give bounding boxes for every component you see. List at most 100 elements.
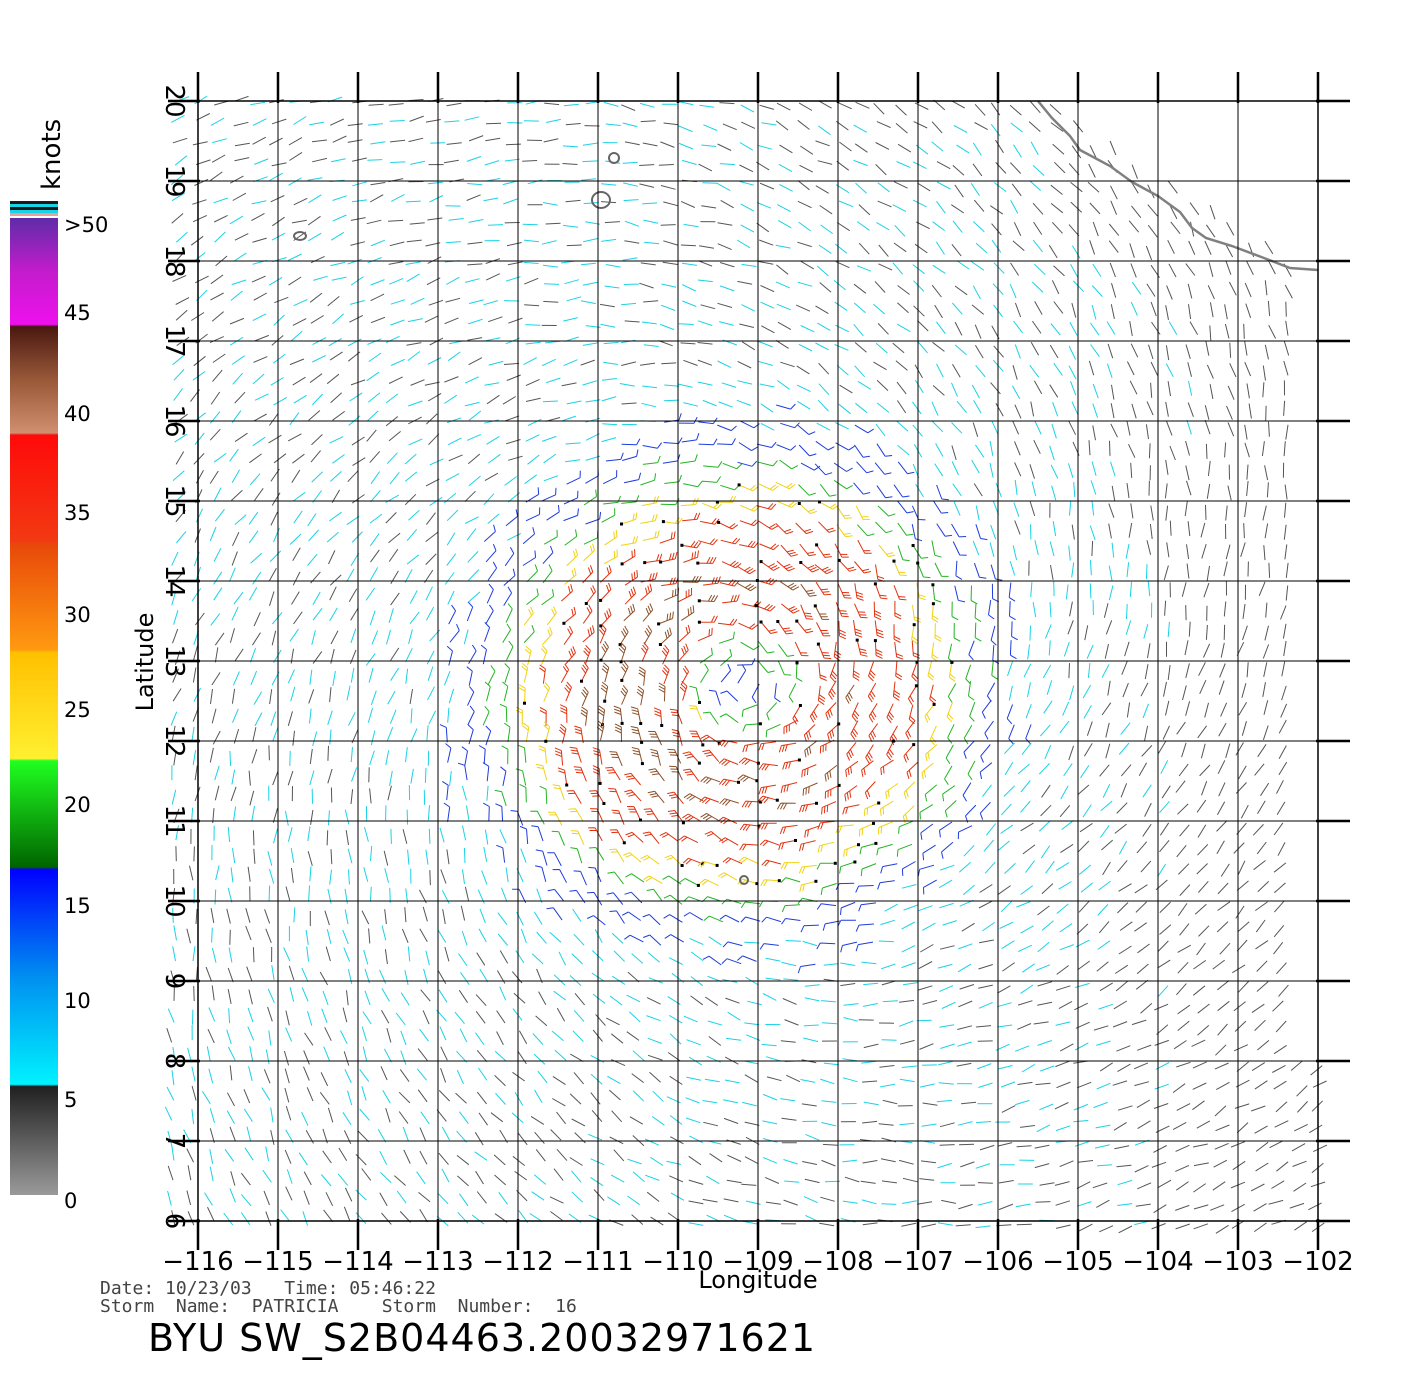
wind-barb [893, 242, 907, 253]
wind-barb [662, 454, 681, 464]
wind-barb [1035, 1082, 1051, 1086]
wind-barb [1128, 522, 1133, 538]
wind-barb [624, 772, 641, 786]
x-tick-label: −116 [162, 1247, 233, 1277]
wind-barb [573, 1010, 585, 1022]
wind-barb [252, 373, 265, 385]
wind-barb [1114, 823, 1127, 834]
wind-barb [685, 1097, 700, 1104]
wind-barb [329, 586, 337, 601]
wind-barb [622, 161, 638, 164]
wind-barb [895, 360, 908, 371]
wind-barb [311, 471, 323, 483]
wind-barb [486, 394, 500, 405]
wind-barb [230, 867, 234, 883]
wind-barb [1157, 985, 1169, 998]
wind-barb [1224, 304, 1228, 320]
wind-barb [1248, 403, 1252, 419]
wind-barb [689, 937, 704, 946]
wind-barb [1106, 321, 1116, 335]
wind-barb [487, 513, 500, 524]
wind-barb [327, 745, 329, 761]
wind-barb [686, 1039, 701, 1046]
wind-barb [310, 571, 321, 584]
wind-barb [686, 1076, 702, 1081]
wind-barb [1098, 921, 1110, 934]
wind-barb [229, 567, 236, 582]
wind-barb [1209, 302, 1214, 318]
wind-barb [268, 745, 270, 761]
wind-barb [268, 885, 271, 901]
wind-barb [273, 353, 286, 364]
wind-barb [1030, 582, 1033, 598]
wind-barb [1050, 323, 1061, 336]
wind-barb [1146, 540, 1152, 555]
wind-barb [702, 711, 719, 725]
wind-barb [301, 987, 309, 1002]
wind-barb [1055, 1060, 1070, 1068]
wind-barb [800, 1079, 816, 1083]
wind-barb [1117, 1203, 1133, 1206]
rain-flag [911, 544, 915, 547]
wind-barb [972, 142, 982, 156]
wind-barb [1077, 784, 1090, 796]
wind-barb [468, 644, 477, 665]
wind-barb [661, 644, 670, 665]
wind-barb [195, 908, 198, 925]
wind-barb [1225, 505, 1228, 521]
wind-barb [285, 886, 291, 902]
wind-barb [846, 742, 857, 761]
wind-barb [952, 541, 967, 556]
wind-barb [1176, 1061, 1191, 1068]
rain-flag [622, 841, 626, 845]
wind-barb [211, 947, 217, 963]
wind-barb [762, 1138, 778, 1143]
wind-barb [1256, 960, 1268, 972]
wind-barb [187, 1211, 195, 1226]
wind-barb [624, 586, 637, 605]
wind-barb [878, 544, 896, 558]
wind-barb [388, 261, 404, 265]
wind-barb [958, 861, 971, 873]
wind-barb [1032, 202, 1044, 215]
wind-barb [775, 339, 789, 349]
wind-barb [552, 1075, 566, 1086]
wind-barb [740, 420, 760, 429]
wind-barb [936, 201, 946, 214]
wind-barb [762, 1093, 778, 1101]
wind-barb [1170, 221, 1181, 235]
wind-barb [663, 122, 679, 126]
wind-barb [660, 304, 676, 311]
wind-barb [683, 768, 700, 782]
wind-barb [738, 856, 759, 864]
wind-barb [919, 1043, 934, 1050]
wind-barb [329, 574, 342, 586]
wind-barb [1117, 902, 1129, 914]
wind-barb [503, 568, 516, 586]
wind-barb [1193, 1183, 1206, 1193]
wind-barb [1188, 304, 1192, 320]
wind-barb [757, 577, 777, 586]
wind-barb [449, 623, 460, 643]
wind-barb [917, 562, 931, 579]
rain-flag [715, 863, 719, 867]
wind-barb [682, 300, 697, 307]
wind-barb [437, 970, 447, 985]
wind-barb [1108, 503, 1115, 518]
wind-barb [605, 123, 621, 126]
wind-barb [1013, 502, 1020, 517]
wind-barb [1074, 1141, 1090, 1147]
wind-barb [269, 689, 273, 705]
rain-flag [794, 839, 797, 842]
wind-barb [606, 1017, 620, 1026]
wind-barb [776, 403, 796, 410]
wind-barb [736, 239, 751, 249]
wind-barb [1068, 345, 1077, 360]
wind-barb [914, 243, 928, 254]
wind-barb [444, 120, 460, 123]
wind-barb [496, 1031, 504, 1046]
wind-barb [330, 849, 333, 865]
wind-barb [306, 946, 310, 962]
wind-barb [700, 776, 721, 784]
wind-barb [230, 290, 243, 301]
